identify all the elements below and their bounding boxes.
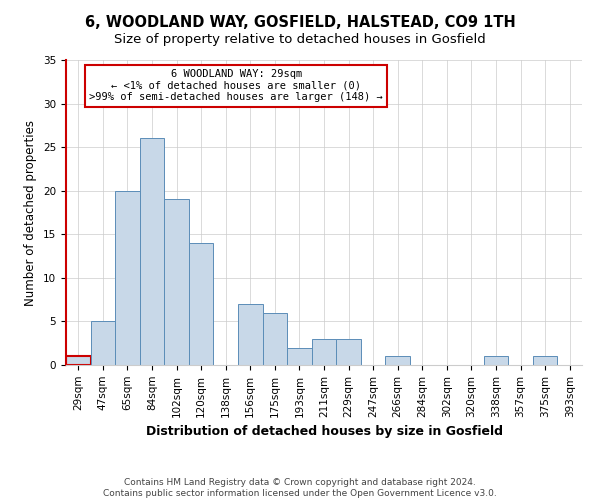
Bar: [115, 190, 140, 365]
Y-axis label: Number of detached properties: Number of detached properties: [25, 120, 37, 306]
Text: 6 WOODLAND WAY: 29sqm
← <1% of detached houses are smaller (0)
>99% of semi-deta: 6 WOODLAND WAY: 29sqm ← <1% of detached …: [89, 69, 383, 102]
Bar: [66, 356, 91, 365]
Bar: [312, 339, 336, 365]
Text: Contains HM Land Registry data © Crown copyright and database right 2024.
Contai: Contains HM Land Registry data © Crown c…: [103, 478, 497, 498]
X-axis label: Distribution of detached houses by size in Gosfield: Distribution of detached houses by size …: [146, 425, 503, 438]
Text: Size of property relative to detached houses in Gosfield: Size of property relative to detached ho…: [114, 32, 486, 46]
Bar: [238, 304, 263, 365]
Bar: [140, 138, 164, 365]
Bar: [484, 356, 508, 365]
Bar: [91, 322, 115, 365]
Bar: [336, 339, 361, 365]
Bar: [263, 312, 287, 365]
Bar: [164, 200, 189, 365]
Bar: [385, 356, 410, 365]
Bar: [189, 243, 214, 365]
Text: 6, WOODLAND WAY, GOSFIELD, HALSTEAD, CO9 1TH: 6, WOODLAND WAY, GOSFIELD, HALSTEAD, CO9…: [85, 15, 515, 30]
Bar: [533, 356, 557, 365]
Bar: [287, 348, 312, 365]
